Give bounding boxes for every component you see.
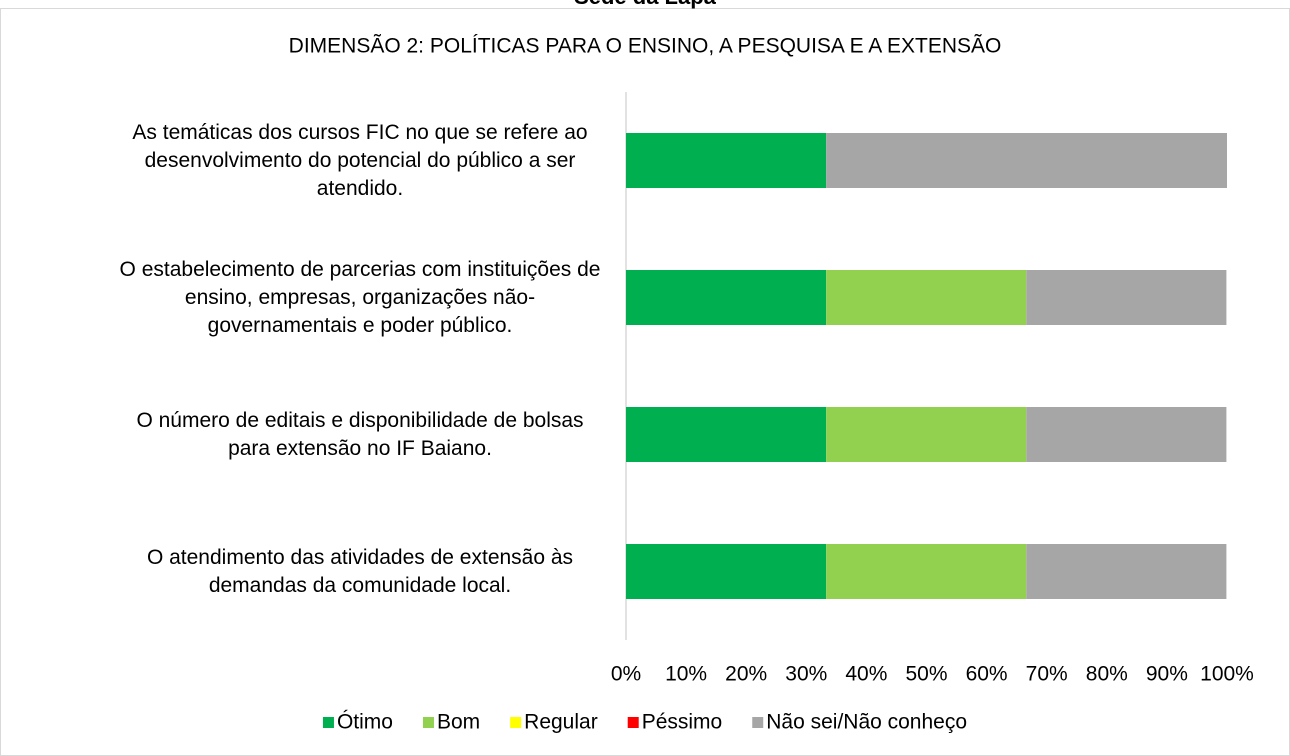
x-tick-label: 10% (665, 663, 707, 686)
y-tick-label: O número de editais e disponibilidade de… (136, 408, 584, 460)
x-tick-label: 90% (1146, 663, 1188, 686)
y-tick-label: O atendimento das atividades de extensão… (146, 545, 574, 597)
legend-swatch (510, 717, 522, 728)
x-tick-label: 40% (845, 663, 887, 686)
x-tick-label: 30% (785, 663, 827, 686)
legend-label: Regular (524, 711, 598, 734)
x-tick-label: 70% (1026, 663, 1068, 686)
bar-segment (626, 270, 827, 325)
bar-segment (626, 407, 827, 462)
legend-swatch (752, 717, 764, 728)
legend-swatch (322, 717, 334, 728)
x-tick-label: 100% (1200, 663, 1254, 686)
x-tick-label: 0% (611, 663, 641, 686)
bar-segment (626, 544, 827, 599)
header: Sede da Lapa (574, 0, 717, 9)
bar-segment (1026, 544, 1227, 599)
legend-swatch (627, 717, 639, 728)
bar-segment (826, 544, 1027, 599)
y-tick-label: As temáticas dos cursos FIC no que se re… (132, 120, 588, 200)
y-tick-label: O estabelecimento de parcerias com insti… (119, 257, 601, 337)
x-tick-label: 20% (725, 663, 767, 686)
bar-segment (1026, 407, 1227, 462)
legend-label: Bom (437, 711, 480, 734)
bar-segment (826, 133, 1227, 188)
x-tick-label: 50% (905, 663, 947, 686)
legend-swatch (422, 717, 434, 728)
bar-segment (626, 133, 827, 188)
chart-title: DIMENSÃO 2: POLÍTICAS PARA O ENSINO, A P… (289, 34, 1002, 58)
bar-segment (826, 270, 1027, 325)
legend-label: Péssimo (642, 711, 723, 734)
x-tick-label: 80% (1086, 663, 1128, 686)
legend-label: Ótimo (337, 711, 393, 734)
x-tick-label: 60% (966, 663, 1008, 686)
bar-segment (826, 407, 1027, 462)
legend-label: Não sei/Não conheço (766, 711, 967, 734)
bar-segment (1026, 270, 1227, 325)
